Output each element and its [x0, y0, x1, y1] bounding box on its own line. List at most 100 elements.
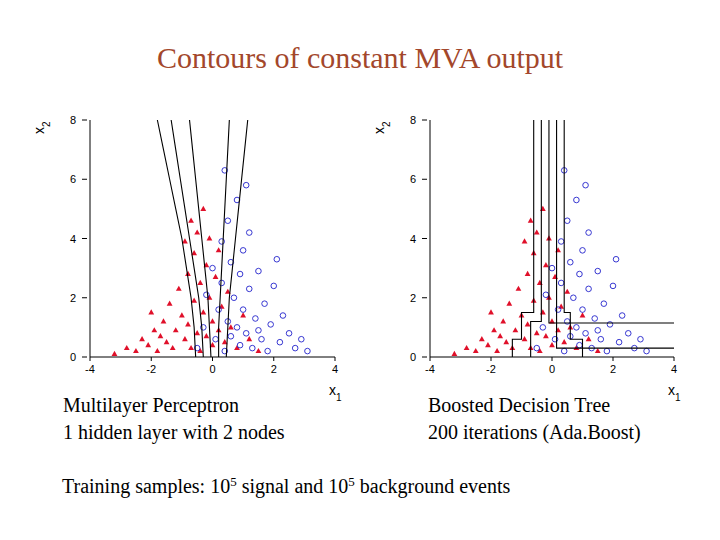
- signal-point: [194, 330, 200, 335]
- background-point: [580, 307, 586, 313]
- signal-point: [210, 318, 216, 323]
- signal-point: [528, 218, 534, 223]
- chart-title: Multilayer Perceptron: [63, 394, 239, 417]
- axis-label-main: x: [329, 382, 336, 398]
- background-point: [616, 339, 622, 345]
- footer-part: background events: [355, 475, 511, 498]
- background-point: [580, 248, 586, 254]
- signal-point: [203, 333, 209, 338]
- signal-point: [506, 300, 512, 305]
- chart-panel: -4-202402468x1x2Multilayer Perceptron1 h…: [31, 114, 342, 444]
- background-point: [228, 333, 234, 339]
- background-point: [262, 301, 268, 307]
- background-point: [268, 322, 274, 328]
- background-point: [558, 239, 564, 245]
- x-tick-label: -4: [425, 363, 435, 375]
- y-tick: [422, 357, 427, 358]
- background-point: [577, 342, 583, 348]
- signal-point: [188, 345, 194, 350]
- y-tick-label: 2: [70, 292, 76, 304]
- signal-point: [173, 327, 179, 332]
- signal-point: [213, 274, 219, 279]
- background-point: [561, 348, 567, 354]
- signal-point: [525, 271, 531, 276]
- signal-point: [164, 339, 170, 344]
- background-point: [613, 256, 619, 262]
- x-tick-label: -2: [146, 363, 156, 375]
- x-axis-label: x1: [668, 382, 681, 403]
- plot-area: [452, 120, 675, 357]
- y-tick: [82, 238, 87, 239]
- y-tick-label: 8: [410, 114, 416, 126]
- contour-line: [549, 120, 674, 323]
- y-tick-label: 0: [410, 351, 416, 363]
- signal-point: [179, 312, 185, 317]
- signal-point: [197, 280, 203, 285]
- signal-point: [522, 238, 528, 243]
- signal-point: [534, 330, 540, 335]
- signal-point: [139, 336, 145, 341]
- signal-point: [194, 229, 200, 234]
- x-tick-label: 0: [549, 363, 555, 375]
- signal-point: [170, 345, 176, 350]
- signal-point: [564, 289, 570, 294]
- background-point: [571, 295, 577, 301]
- signal-point: [525, 321, 531, 326]
- background-point: [277, 339, 283, 345]
- background-point: [234, 325, 240, 331]
- y-axis-label: x2: [371, 121, 392, 134]
- signal-point: [500, 318, 506, 323]
- background-point: [256, 268, 262, 274]
- signal-point: [543, 333, 549, 338]
- y-tick-label: 6: [410, 173, 416, 185]
- slide: Contours of constant MVA outputTraining …: [0, 0, 720, 540]
- contour-line: [564, 120, 582, 357]
- background-point: [604, 348, 610, 354]
- contour-line: [190, 120, 211, 357]
- signal-point: [158, 333, 164, 338]
- background-point: [225, 218, 231, 224]
- axis-label-sub: 2: [41, 121, 52, 127]
- signal-point: [124, 345, 130, 350]
- background-point: [280, 313, 286, 319]
- axis-label-sub: 1: [336, 392, 342, 403]
- background-point: [240, 307, 246, 313]
- signal-point: [586, 336, 592, 341]
- background-point: [305, 348, 311, 354]
- chart-subtitle: 1 hidden layer with 2 nodes: [63, 421, 285, 444]
- background-point: [598, 336, 604, 342]
- y-axis-label: x2: [31, 121, 52, 134]
- y-tick: [422, 238, 427, 239]
- signal-point: [167, 300, 173, 305]
- x-tick: [674, 357, 675, 361]
- y-tick: [422, 179, 427, 180]
- y-tick-label: 8: [70, 114, 76, 126]
- y-axis: [430, 120, 431, 357]
- signal-point: [182, 336, 188, 341]
- contour-line: [557, 120, 674, 348]
- signal-point: [154, 348, 160, 353]
- x-tick: [90, 357, 91, 361]
- background-point: [246, 286, 252, 292]
- background-point: [644, 348, 650, 354]
- signal-point: [464, 345, 470, 350]
- background-point: [595, 328, 601, 334]
- background-point: [274, 256, 280, 262]
- signal-point: [522, 336, 528, 341]
- background-point: [243, 182, 249, 188]
- chart-subtitle: 200 iterations (Ada.Boost): [428, 421, 641, 444]
- background-point: [286, 331, 292, 337]
- signal-point: [151, 327, 157, 332]
- signal-point: [488, 309, 494, 314]
- footer-part: signal and 10: [237, 475, 349, 498]
- signal-point: [561, 339, 567, 344]
- background-point: [583, 182, 589, 188]
- signal-point: [188, 218, 194, 223]
- axis-label-main: x: [31, 127, 47, 134]
- background-point: [543, 292, 549, 298]
- x-tick-label: -4: [85, 363, 95, 375]
- background-point: [253, 316, 259, 322]
- signal-point: [112, 351, 118, 356]
- background-point: [219, 280, 225, 286]
- y-tick-label: 2: [410, 292, 416, 304]
